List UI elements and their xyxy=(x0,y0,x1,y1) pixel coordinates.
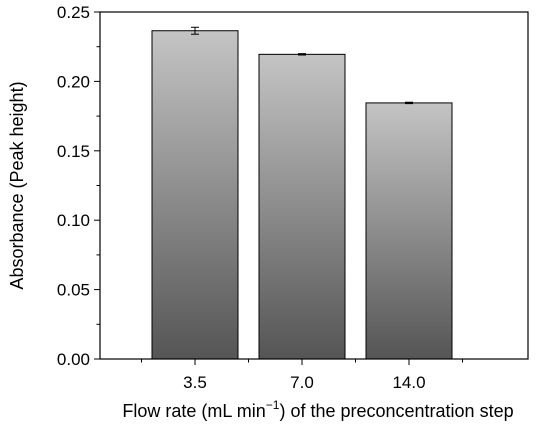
x-axis-title-main: Flow rate (mL min xyxy=(122,401,265,421)
x-axis-title-rest: ) of the preconcentration step xyxy=(279,401,513,421)
bar-14.0 xyxy=(365,102,453,360)
y-tick-label: 0.25 xyxy=(57,3,90,22)
y-axis-title: Absorbance (Peak height) xyxy=(7,81,27,289)
error-bar-3.5 xyxy=(191,26,199,35)
y-tick-label: 0.05 xyxy=(57,281,90,300)
error-bar-7.0 xyxy=(298,53,306,56)
error-bar-14.0 xyxy=(405,101,413,105)
error-bars xyxy=(191,26,413,105)
x-axis-ticks: 3.5 7.0 14.0 xyxy=(141,359,463,392)
y-axis-ticks: 0.00 0.05 0.10 0.15 0.20 0.25 xyxy=(57,3,100,369)
x-tick-label: 3.5 xyxy=(183,373,207,392)
x-tick-label: 7.0 xyxy=(290,373,314,392)
x-tick-label: 14.0 xyxy=(392,373,425,392)
bar-7.0 xyxy=(258,53,346,360)
x-axis-title-superscript: −1 xyxy=(266,398,280,412)
y-tick-label: 0.10 xyxy=(57,211,90,230)
y-tick-label: 0.00 xyxy=(57,350,90,369)
y-tick-label: 0.20 xyxy=(57,72,90,91)
bar-3.5 xyxy=(151,30,239,360)
y-tick-label: 0.15 xyxy=(57,142,90,161)
bars xyxy=(151,30,453,360)
x-axis-title: Flow rate (mL min−1) of the preconcentra… xyxy=(122,398,513,421)
